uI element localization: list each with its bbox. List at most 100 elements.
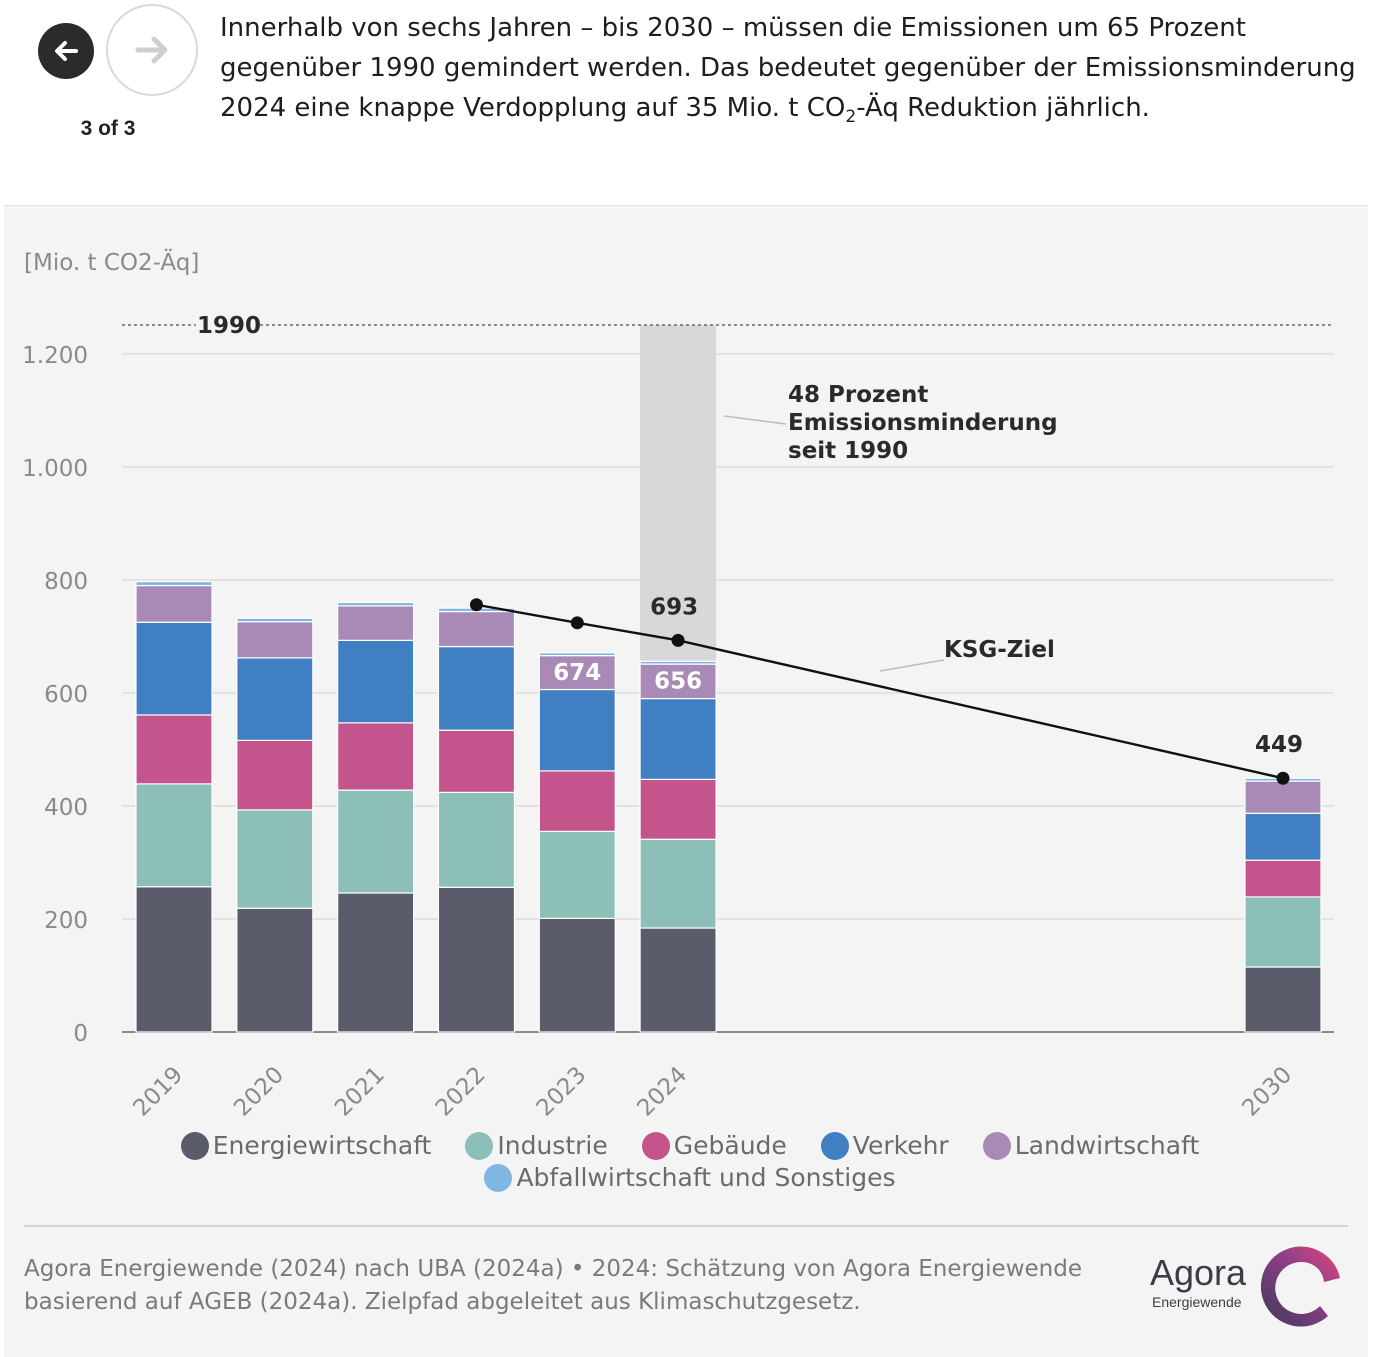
legend-item: Gebäude [641, 1131, 787, 1160]
reduction-annotation-line: Emissionsminderung [788, 410, 1058, 436]
y-tick-label: 1.000 [22, 456, 88, 482]
target-path-point [469, 598, 483, 612]
annotation-leader [723, 415, 787, 425]
legend-swatch [641, 1131, 670, 1160]
bar-segment [236, 621, 314, 659]
bar-segment [236, 907, 314, 1033]
footer-divider [24, 1225, 1348, 1227]
step-counter: 3 of 3 [80, 117, 136, 140]
bar-segment [337, 789, 415, 894]
bar-segment [437, 886, 516, 1033]
agora-logo: Agora Energiewende [1146, 1244, 1346, 1328]
bar-segment [538, 688, 616, 772]
target-path-point [570, 616, 584, 630]
legend-second-row: Abfallwirtschaft und Sonstiges [0, 1163, 1380, 1192]
bar-segment [337, 892, 415, 1033]
bar-segment [135, 584, 213, 623]
legend-swatch [982, 1131, 1011, 1160]
source-line2: basierend auf AGEB (2024a). Zielpfad abg… [24, 1289, 861, 1315]
bar-segment [538, 830, 616, 920]
intro-text-part1: Innerhalb von sechs Jahren – bis 2030 – … [220, 13, 1356, 123]
logo-subtitle: Energiewende [1152, 1294, 1242, 1310]
legend-item: Abfallwirtschaft und Sonstiges [484, 1163, 896, 1192]
bar-segment [236, 809, 314, 909]
bar-segment [639, 927, 717, 1033]
reference-label: 1990 [197, 313, 261, 339]
arrow-left-icon [55, 41, 78, 61]
bar-segment [639, 778, 717, 840]
bar-segment [236, 657, 314, 741]
reduction-gap-bar [640, 325, 717, 662]
legend-swatch [484, 1163, 513, 1192]
bar-segment [236, 739, 314, 811]
bar-segment [236, 617, 314, 623]
x-tick-label: 2024 [633, 1062, 693, 1120]
y-tick-label: 0 [73, 1021, 88, 1047]
bar-segment [337, 722, 415, 791]
target-label-leader [879, 659, 945, 672]
x-tick-label: 2020 [229, 1062, 289, 1120]
x-tick-label: 2019 [128, 1062, 188, 1120]
target-point-label: 693 [650, 594, 698, 620]
back-button[interactable] [38, 23, 94, 79]
reference-label-bg [196, 311, 258, 337]
bar-segment [538, 655, 616, 691]
legend-label: Abfallwirtschaft und Sonstiges [516, 1163, 896, 1192]
legend-label: Gebäude [673, 1131, 787, 1160]
y-tick-label: 800 [44, 569, 88, 595]
legend-item: Landwirtschaft [982, 1131, 1200, 1160]
target-path-label: KSG-Ziel [944, 637, 1055, 663]
bar-segment [639, 838, 717, 929]
y-tick-label: 400 [44, 795, 88, 821]
legend-label: Landwirtschaft [1014, 1131, 1200, 1160]
intro-text-subscript: 2 [845, 107, 857, 128]
reduction-annotation-line: 48 Prozent [788, 382, 928, 408]
legend-label: Energiewirtschaft [212, 1131, 432, 1160]
bar-segment [639, 697, 717, 780]
bar-segment [538, 652, 616, 657]
y-unit-label: [Mio. t CO2-Äq] [24, 248, 199, 276]
target-path-point [671, 633, 685, 647]
bar-total-label: 674 [553, 660, 601, 686]
bar-segment [1244, 896, 1322, 968]
legend-swatch [820, 1131, 849, 1160]
bar-segment [1244, 812, 1322, 861]
legend-label: Industrie [497, 1131, 608, 1160]
bar-segment [437, 645, 516, 731]
bar-segment [1244, 966, 1322, 1033]
arrow-right-icon [135, 36, 168, 64]
bar-segment [135, 886, 213, 1033]
target-path-line [476, 603, 1284, 780]
y-tick-label: 200 [44, 908, 88, 934]
intro-text-part2: -Äq Reduktion jährlich. [856, 93, 1150, 123]
bar-segment [538, 917, 616, 1033]
y-tick-label: 600 [44, 682, 88, 708]
x-tick-label: 2022 [431, 1062, 491, 1120]
source-note: Agora Energiewende (2024) nach UBA (2024… [24, 1253, 1134, 1319]
legend-item: Verkehr [820, 1131, 949, 1160]
legend-label: Verkehr [852, 1131, 949, 1160]
emissions-chart: [Mio. t CO2-Äq] 0 200 400 600 800 1.000 1.200 20… [22, 248, 1334, 1120]
bar-segment [135, 621, 213, 716]
bar-segment [437, 610, 516, 648]
bar-segment [538, 770, 616, 832]
bar-segment [639, 660, 717, 665]
legend-swatch [465, 1131, 494, 1160]
bar-segment [337, 639, 415, 724]
y-tick-label: 1.200 [22, 343, 88, 369]
bar-segment [437, 729, 516, 793]
logo-name: Agora [1150, 1252, 1247, 1293]
intro-text: Innerhalb von sechs Jahren – bis 2030 – … [220, 8, 1360, 128]
legend-swatch [180, 1131, 209, 1160]
bar-segment [1244, 859, 1322, 898]
source-line1: Agora Energiewende (2024) nach UBA (2024… [24, 1256, 1082, 1282]
bar-segment [337, 601, 415, 607]
bar-segment [639, 663, 717, 700]
x-tick-label: 2030 [1237, 1062, 1297, 1120]
bar-segment [337, 605, 415, 641]
bar-segment [135, 714, 213, 785]
target-point-label: 449 [1255, 732, 1303, 758]
next-button[interactable] [106, 4, 198, 96]
bar-segment [135, 783, 213, 888]
bar-segment [135, 580, 213, 587]
